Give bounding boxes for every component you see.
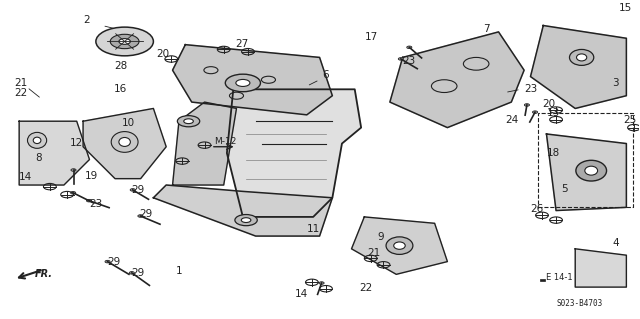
Ellipse shape [86, 199, 92, 202]
Ellipse shape [119, 39, 131, 44]
Ellipse shape [110, 34, 139, 49]
Text: 8: 8 [35, 153, 42, 163]
Polygon shape [547, 134, 627, 211]
Text: E 14-1: E 14-1 [547, 273, 573, 282]
Text: 2: 2 [83, 15, 90, 25]
Text: 14: 14 [19, 172, 33, 182]
Text: 25: 25 [623, 115, 636, 125]
Polygon shape [173, 45, 332, 115]
Text: 23: 23 [524, 84, 538, 93]
Text: 5: 5 [561, 184, 568, 194]
Ellipse shape [532, 111, 538, 114]
Text: 13: 13 [547, 108, 560, 118]
Ellipse shape [177, 116, 200, 127]
Ellipse shape [585, 166, 598, 175]
Bar [540, 279, 545, 281]
Text: M-12: M-12 [214, 137, 237, 146]
Ellipse shape [524, 104, 529, 106]
Text: 3: 3 [612, 78, 619, 88]
Ellipse shape [184, 119, 193, 124]
Polygon shape [390, 32, 524, 128]
Text: 29: 29 [108, 257, 120, 267]
Ellipse shape [241, 218, 251, 223]
Ellipse shape [111, 131, 138, 152]
Polygon shape [83, 108, 166, 179]
Text: 18: 18 [547, 148, 560, 158]
Ellipse shape [96, 27, 154, 56]
Ellipse shape [138, 215, 143, 217]
Text: 23: 23 [90, 199, 103, 209]
Ellipse shape [394, 242, 405, 249]
Polygon shape [173, 102, 237, 185]
Polygon shape [531, 26, 627, 108]
Text: 12: 12 [70, 138, 84, 148]
Text: 20: 20 [542, 99, 555, 109]
Text: 14: 14 [295, 289, 308, 299]
Text: 17: 17 [364, 32, 378, 42]
Ellipse shape [570, 49, 594, 65]
Polygon shape [227, 89, 361, 217]
Text: 10: 10 [122, 118, 134, 128]
Text: 7: 7 [483, 24, 490, 34]
Ellipse shape [577, 54, 587, 61]
Ellipse shape [71, 169, 76, 171]
Text: 4: 4 [612, 238, 619, 248]
Ellipse shape [129, 271, 134, 274]
Text: 23: 23 [403, 56, 416, 66]
Text: 1: 1 [176, 266, 182, 276]
Text: 27: 27 [236, 39, 248, 48]
Text: 29: 29 [131, 185, 144, 195]
Text: 21: 21 [367, 248, 381, 258]
Ellipse shape [33, 137, 41, 144]
Text: 24: 24 [505, 115, 518, 125]
Ellipse shape [105, 260, 110, 263]
Text: 21: 21 [14, 78, 28, 88]
Text: 15: 15 [619, 3, 632, 13]
Text: 22: 22 [14, 88, 28, 98]
Text: 6: 6 [322, 70, 329, 80]
Ellipse shape [319, 282, 324, 284]
Text: 19: 19 [84, 171, 98, 181]
Text: FR.: FR. [35, 269, 53, 279]
Text: 29: 29 [140, 209, 152, 219]
Polygon shape [154, 185, 332, 236]
Text: S023-B4703: S023-B4703 [556, 299, 602, 308]
Ellipse shape [407, 46, 412, 48]
Text: 20: 20 [157, 49, 170, 59]
Text: 9: 9 [377, 232, 384, 242]
Text: 29: 29 [131, 268, 144, 278]
Ellipse shape [70, 191, 76, 194]
Text: 26: 26 [531, 204, 544, 214]
Ellipse shape [130, 189, 135, 191]
Polygon shape [351, 217, 447, 274]
Polygon shape [575, 249, 627, 287]
Text: 22: 22 [359, 283, 372, 293]
Ellipse shape [119, 137, 131, 146]
Ellipse shape [236, 79, 250, 86]
Text: 11: 11 [307, 224, 320, 234]
Text: 28: 28 [114, 61, 127, 71]
Text: 16: 16 [114, 84, 127, 94]
Ellipse shape [576, 160, 607, 181]
Ellipse shape [386, 237, 413, 255]
Polygon shape [19, 121, 90, 185]
Ellipse shape [398, 58, 403, 60]
Ellipse shape [225, 74, 260, 92]
Ellipse shape [28, 132, 47, 148]
Ellipse shape [235, 215, 257, 226]
